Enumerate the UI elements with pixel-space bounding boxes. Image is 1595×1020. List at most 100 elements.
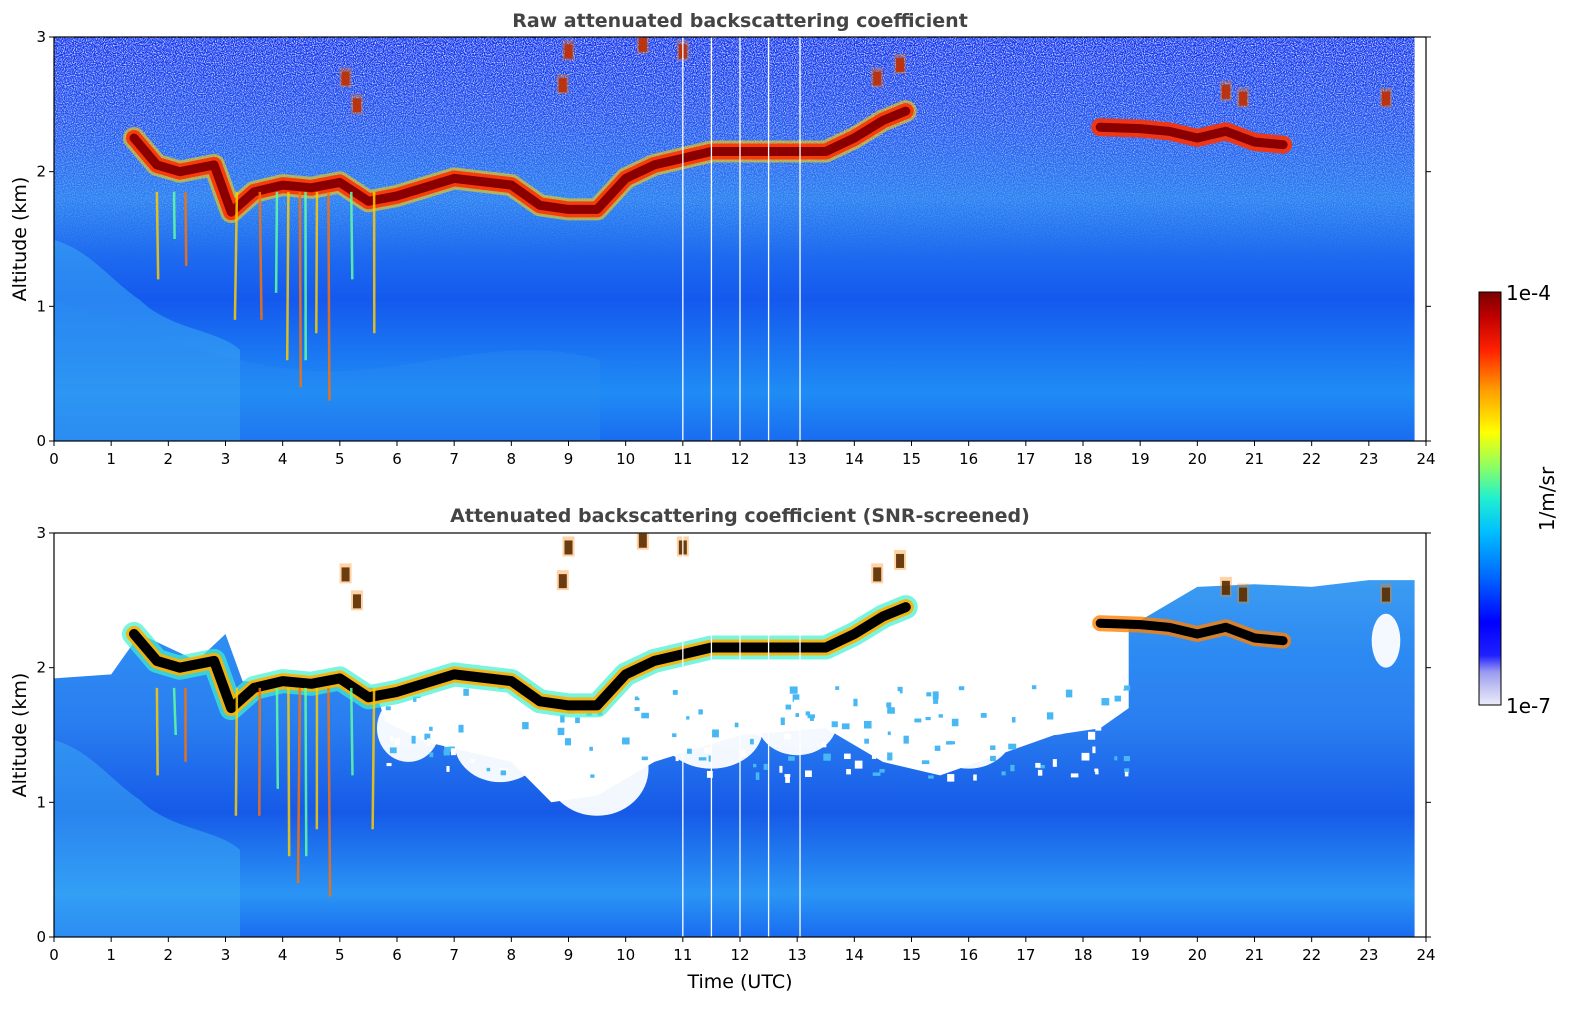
x-tick-label: 11 xyxy=(673,946,692,964)
speckle xyxy=(1037,769,1043,776)
speckle xyxy=(390,736,394,741)
speckle xyxy=(686,716,690,721)
speckle xyxy=(994,698,1002,707)
speckle xyxy=(1031,685,1037,690)
speckle xyxy=(711,729,719,738)
colorbar-min-label: 1e-7 xyxy=(1506,694,1551,718)
cloud-fragment xyxy=(1239,587,1248,602)
precip-streak xyxy=(172,191,176,240)
speckle xyxy=(509,712,515,719)
cloud-fragment-halo xyxy=(636,533,649,550)
speckle xyxy=(486,767,491,772)
speckle xyxy=(753,763,757,768)
speckle xyxy=(925,714,931,721)
speckle xyxy=(805,711,810,716)
speckle xyxy=(500,770,507,776)
speckle xyxy=(429,726,433,731)
speckle xyxy=(734,722,739,728)
speckle xyxy=(990,745,996,750)
y-tick-label: 2 xyxy=(36,163,46,181)
speckle xyxy=(809,716,814,721)
speckle xyxy=(499,726,506,731)
speckle xyxy=(575,717,580,724)
precip-streak xyxy=(258,687,262,816)
speckle xyxy=(947,774,955,782)
speckle xyxy=(872,772,881,776)
speckle xyxy=(587,762,595,767)
precip-streaks-2 xyxy=(155,533,1392,897)
cloud-fragment-halo xyxy=(871,67,884,88)
x-axis-label: Time (UTC) xyxy=(686,971,792,993)
x-tick-label: 12 xyxy=(730,946,749,964)
speckle xyxy=(443,749,450,756)
cloud-fragment-halo xyxy=(562,40,575,61)
speckle xyxy=(887,752,893,761)
panel-raw: Raw attenuated backscattering coefficien… xyxy=(9,10,1436,468)
speckle xyxy=(934,745,941,751)
precip-streak xyxy=(304,687,308,857)
speckle xyxy=(1114,756,1118,761)
speckle xyxy=(814,698,821,707)
speckle xyxy=(973,714,981,722)
speckle xyxy=(463,688,469,696)
speckle xyxy=(557,727,565,736)
cloud-fragment-halo xyxy=(1237,87,1250,108)
speckle xyxy=(1056,702,1063,709)
speckle xyxy=(1065,689,1073,698)
speckle xyxy=(446,765,450,772)
speckle xyxy=(973,774,977,781)
speckle xyxy=(928,775,934,779)
cloud-fragment-halo xyxy=(339,563,352,584)
x-tick-label: 9 xyxy=(564,450,574,468)
precip-streak xyxy=(371,687,376,830)
speckle xyxy=(634,696,640,701)
speckle xyxy=(1008,743,1017,750)
y-tick-label: 1 xyxy=(36,297,46,315)
x-tick-label: 2 xyxy=(164,946,174,964)
cloud-fragment-halo xyxy=(894,549,907,570)
speckle xyxy=(386,762,392,767)
speckle xyxy=(540,764,546,771)
speckle xyxy=(958,686,965,691)
cloud-fragment xyxy=(558,78,567,93)
cloud-fragment-halo xyxy=(350,590,363,611)
speckle xyxy=(783,733,792,740)
x-tick-label: 0 xyxy=(49,946,59,964)
colorbar: 1e-4 1e-7 1/m/sr xyxy=(1478,281,1559,718)
speckle xyxy=(823,753,831,761)
x-tick-label: 4 xyxy=(278,450,288,468)
speckle xyxy=(641,756,648,761)
cloud-fragment xyxy=(1239,91,1248,106)
precip-streak xyxy=(274,191,279,293)
cloud-fragment-halo xyxy=(1237,583,1250,604)
speckle xyxy=(930,719,935,723)
speckle xyxy=(590,774,595,778)
precip-streak xyxy=(327,687,332,897)
y-tick-label: 0 xyxy=(36,928,46,946)
speckle xyxy=(896,691,900,699)
cloud-fragment-halo xyxy=(562,536,575,557)
cloud-band xyxy=(129,602,911,714)
speckle xyxy=(638,694,642,698)
speckle xyxy=(856,737,863,741)
precip-streak xyxy=(184,191,188,266)
x-tick-label: 16 xyxy=(959,450,978,468)
speckle xyxy=(921,760,930,765)
x-tick-label: 20 xyxy=(1188,946,1207,964)
speckle xyxy=(1124,768,1130,773)
speckle xyxy=(675,756,679,762)
panel-raw-y-label: Altitude (km) xyxy=(9,177,31,302)
speckle xyxy=(1001,771,1006,776)
cloud-fragment-halo xyxy=(1219,576,1232,597)
speckle xyxy=(780,717,785,726)
speckle xyxy=(1123,756,1131,762)
speckle xyxy=(589,746,593,751)
speckle xyxy=(534,774,539,782)
speckle xyxy=(1040,693,1048,699)
cloud-fragment xyxy=(1381,587,1390,602)
speckle xyxy=(853,698,858,707)
speckle xyxy=(1124,771,1129,777)
speckle xyxy=(1095,770,1099,775)
panel-screened-x-axis: 0 1 2 3 4 5 6 7 8 9 10 11 12 13 14 15 16 17 18 19 20 21 22 23 24 xyxy=(49,937,1436,964)
precip-streak xyxy=(155,687,159,776)
